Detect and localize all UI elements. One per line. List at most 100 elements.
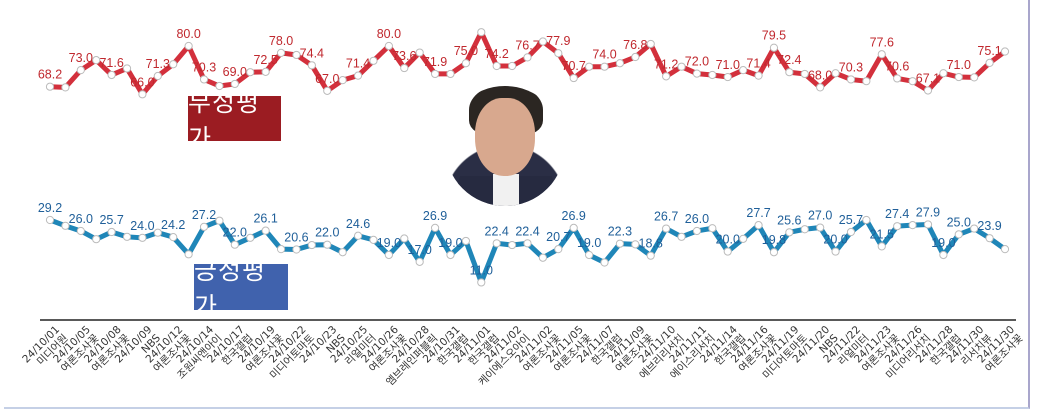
data-point xyxy=(970,73,979,82)
data-point xyxy=(138,90,147,99)
data-point xyxy=(261,226,270,235)
data-point xyxy=(554,49,563,58)
data-point xyxy=(45,215,55,225)
data-label: 27.4 xyxy=(885,207,909,221)
data-point xyxy=(338,248,347,257)
data-label: 11.0 xyxy=(470,263,493,277)
data-label: 19.8 xyxy=(762,233,786,247)
data-point xyxy=(954,230,963,239)
data-point xyxy=(785,228,794,237)
data-point xyxy=(92,235,101,244)
data-label: 22.0 xyxy=(315,226,339,240)
data-point xyxy=(692,226,702,236)
data-point xyxy=(323,240,332,249)
data-point xyxy=(723,247,732,256)
data-label: 77.6 xyxy=(870,35,894,49)
data-point xyxy=(138,233,147,242)
data-point xyxy=(307,61,316,70)
data-point xyxy=(246,68,255,77)
data-point xyxy=(1000,47,1010,56)
data-point xyxy=(800,69,809,79)
data-point xyxy=(430,69,440,79)
data-label: 74.0 xyxy=(592,48,616,62)
data-point xyxy=(908,77,917,86)
data-label: 74.2 xyxy=(485,47,509,61)
data-point xyxy=(92,56,101,65)
president-photo xyxy=(445,86,565,206)
data-point xyxy=(831,69,840,78)
data-point xyxy=(785,68,794,77)
data-label: 29.2 xyxy=(38,201,62,215)
data-label: 71.0 xyxy=(947,58,971,72)
data-label: 71.2 xyxy=(654,57,678,71)
data-label: 66.0 xyxy=(130,75,154,89)
data-point xyxy=(477,28,486,37)
data-label: 27.7 xyxy=(746,206,770,220)
data-label: 71.4 xyxy=(346,57,370,71)
data-point xyxy=(107,70,116,80)
data-point xyxy=(954,72,963,82)
legend-negative: 부정평가 xyxy=(188,88,281,153)
data-point xyxy=(492,61,501,71)
data-label: 19.0 xyxy=(577,236,601,250)
data-point xyxy=(923,86,933,95)
data-point xyxy=(430,223,440,232)
data-point xyxy=(461,236,470,246)
data-label: 26.0 xyxy=(69,212,93,226)
data-point xyxy=(384,250,393,260)
data-point xyxy=(1000,245,1010,254)
data-point xyxy=(215,216,224,225)
data-point xyxy=(184,41,193,51)
data-point xyxy=(631,240,640,249)
data-point xyxy=(523,239,532,248)
negative-series: 68.2 73.0 71.6 66.0 71.3 80.0 70.3 69.0 72.5 78.0… xyxy=(38,27,1010,99)
data-point xyxy=(400,63,409,73)
data-point xyxy=(893,222,902,231)
data-point xyxy=(199,75,209,84)
data-label: 70.7 xyxy=(562,59,586,73)
data-label: 20.7 xyxy=(546,230,570,244)
data-point xyxy=(846,227,856,237)
data-point xyxy=(215,81,224,91)
data-point xyxy=(384,41,393,51)
data-point xyxy=(831,247,840,256)
data-point xyxy=(646,39,655,49)
data-label: 71.6 xyxy=(99,56,123,70)
data-point xyxy=(292,50,301,60)
data-point xyxy=(523,53,532,62)
data-point xyxy=(76,66,85,75)
data-point xyxy=(446,250,455,260)
data-point xyxy=(538,253,548,262)
data-label: 80.0 xyxy=(377,27,401,41)
data-point xyxy=(939,69,948,78)
data-point xyxy=(338,76,347,85)
data-point xyxy=(923,220,933,229)
data-point xyxy=(153,71,162,81)
legend-positive: 긍정평가 xyxy=(194,256,288,321)
data-point xyxy=(708,70,717,80)
data-point xyxy=(585,250,594,260)
data-label: 26.7 xyxy=(654,210,678,224)
data-label: 72.5 xyxy=(253,53,277,67)
data-point xyxy=(184,250,193,259)
data-point xyxy=(677,62,686,71)
data-label: 19.0 xyxy=(377,236,401,250)
data-point xyxy=(369,235,378,244)
data-point xyxy=(307,240,316,250)
data-point xyxy=(76,226,85,236)
x-axis-labels: 24/10/01미디어원24/10/05여론조사꽃24/10/08여론조사꽃24… xyxy=(20,323,1026,388)
data-point xyxy=(122,64,132,73)
data-label: 77.9 xyxy=(546,34,570,48)
data-label: 75.0 xyxy=(454,44,478,58)
data-point xyxy=(369,56,378,65)
data-label: 71.4 xyxy=(746,57,770,71)
data-label: 24.0 xyxy=(130,219,154,233)
data-point xyxy=(276,245,286,254)
data-point xyxy=(569,223,578,232)
data-point xyxy=(769,43,779,52)
positive-series: 29.2 26.0 25.7 24.0 24.2 27.2 22.0 26.1 20.6 22.0… xyxy=(38,201,1010,287)
data-label: 22.3 xyxy=(608,225,632,239)
data-label: 22.4 xyxy=(515,224,539,238)
data-label: 67.0 xyxy=(315,72,339,86)
